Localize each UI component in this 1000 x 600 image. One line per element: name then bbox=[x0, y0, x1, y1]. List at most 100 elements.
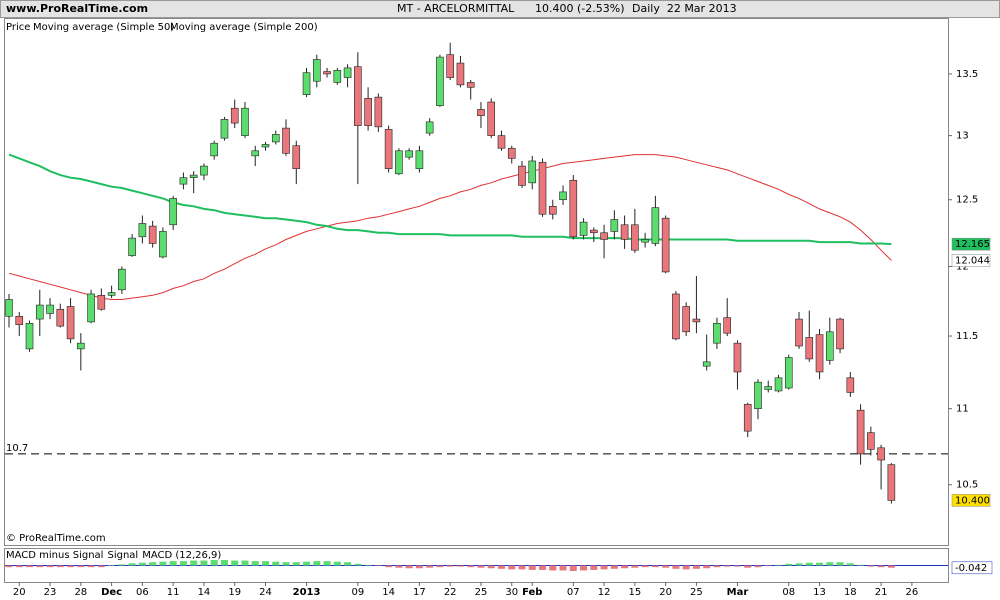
macd-bar bbox=[364, 564, 372, 566]
x-tick-label: 23 bbox=[44, 587, 57, 598]
candle-body bbox=[743, 403, 752, 432]
candle-body bbox=[230, 107, 239, 124]
macd-bar bbox=[590, 565, 598, 570]
macd-bar bbox=[836, 562, 844, 566]
x-tick-label: 11 bbox=[167, 587, 180, 598]
candle-body bbox=[87, 293, 95, 323]
x-tick-label: 22 bbox=[444, 587, 457, 598]
y-tick-label: 10.5 bbox=[956, 480, 978, 491]
macd-bar bbox=[118, 564, 126, 566]
x-tick-label: Mar bbox=[727, 587, 749, 598]
x-tick-label: 28 bbox=[74, 587, 87, 598]
candle-body bbox=[641, 239, 649, 243]
x-tick-label: 09 bbox=[351, 587, 364, 598]
candle-body bbox=[25, 322, 34, 350]
macd-bar bbox=[733, 565, 741, 567]
macd-bar bbox=[77, 565, 85, 568]
candle-body bbox=[723, 317, 732, 334]
macd-bar bbox=[826, 562, 834, 566]
macd-bar bbox=[775, 564, 782, 566]
macd-bar bbox=[713, 565, 721, 568]
macd-bar bbox=[426, 565, 434, 568]
macd-bar bbox=[415, 565, 423, 569]
candle-body bbox=[138, 223, 147, 238]
ma200-value-box bbox=[951, 237, 991, 251]
candle-body bbox=[569, 179, 578, 238]
macd-bar bbox=[56, 565, 64, 568]
macd-bar bbox=[108, 565, 116, 566]
candle-body bbox=[128, 237, 136, 256]
ma200-value: 12.165 bbox=[955, 239, 990, 250]
x-tick-label: 08 bbox=[782, 587, 795, 598]
macd-bar bbox=[877, 565, 885, 568]
candle-body bbox=[672, 293, 680, 340]
candle-body bbox=[548, 205, 557, 215]
candle-body bbox=[682, 306, 690, 333]
ma50-value-box bbox=[951, 254, 991, 267]
macd-bar bbox=[887, 565, 895, 568]
macd-bar bbox=[46, 565, 54, 568]
x-tick-label: Dec bbox=[101, 587, 122, 598]
x-tick-label: 17 bbox=[413, 587, 426, 598]
macd-bar bbox=[149, 562, 157, 566]
macd-bar bbox=[456, 565, 464, 567]
macd-bar bbox=[190, 560, 198, 566]
watermark: © ProRealTime.com bbox=[6, 533, 106, 544]
macd-bar bbox=[600, 565, 608, 570]
macd-bar bbox=[282, 562, 290, 566]
candle-body bbox=[877, 447, 885, 461]
price-panel bbox=[4, 18, 949, 546]
candle-body bbox=[312, 59, 321, 82]
candle-body bbox=[415, 150, 424, 169]
macd-bar bbox=[5, 565, 13, 568]
candle-body bbox=[354, 66, 362, 126]
macd-value-box bbox=[951, 561, 993, 575]
candle-body bbox=[118, 268, 126, 291]
macd-bar bbox=[662, 565, 670, 568]
macd-bar bbox=[395, 565, 403, 568]
candle-body bbox=[754, 381, 762, 410]
macd-bar bbox=[436, 565, 444, 568]
macd-bar bbox=[251, 561, 259, 566]
macd-bar bbox=[487, 565, 495, 569]
candle-body bbox=[77, 342, 85, 350]
candle-body bbox=[179, 177, 188, 185]
y-tick-label: 13.5 bbox=[956, 69, 978, 80]
candle-body bbox=[189, 174, 198, 178]
macd-bar bbox=[179, 561, 187, 566]
y-tick-label: 12 bbox=[956, 261, 969, 272]
period: Daily 22 Mar 2013 bbox=[632, 2, 737, 15]
candle-body bbox=[282, 127, 290, 154]
close-value-box bbox=[951, 494, 991, 507]
x-tick-label: 12 bbox=[598, 587, 611, 598]
candle-body bbox=[5, 299, 13, 317]
moving-average bbox=[8, 154, 892, 300]
candle-body bbox=[713, 322, 721, 344]
macd-bar bbox=[754, 565, 762, 568]
macd-bar bbox=[549, 565, 557, 571]
candle-body bbox=[302, 72, 311, 95]
x-tick-label: 30 bbox=[505, 587, 518, 598]
macd-bar bbox=[857, 564, 865, 566]
macd-bar bbox=[87, 565, 95, 568]
legend-ma50: Moving average (Simple 50) bbox=[33, 22, 174, 33]
macd-bar bbox=[467, 565, 475, 568]
macd-legend: Signal bbox=[107, 550, 138, 561]
x-tick-label: 14 bbox=[198, 587, 211, 598]
candle-body bbox=[487, 101, 496, 136]
ma50-value: 12.044 bbox=[955, 255, 990, 266]
macd-bar bbox=[723, 565, 731, 567]
candle-body bbox=[825, 331, 834, 361]
x-tick-label: 18 bbox=[844, 587, 857, 598]
candle-body bbox=[323, 71, 331, 75]
reference-label: 10.7 bbox=[6, 443, 28, 454]
candle-body bbox=[507, 147, 516, 159]
macd-bar bbox=[744, 565, 752, 568]
x-tick-label: 19 bbox=[228, 587, 241, 598]
legend-price: Price bbox=[6, 22, 30, 33]
candle-body bbox=[436, 56, 444, 107]
macd-bar bbox=[344, 562, 352, 566]
candle-body bbox=[292, 145, 301, 169]
quote: 10.400 (-2.53%) bbox=[535, 2, 624, 15]
